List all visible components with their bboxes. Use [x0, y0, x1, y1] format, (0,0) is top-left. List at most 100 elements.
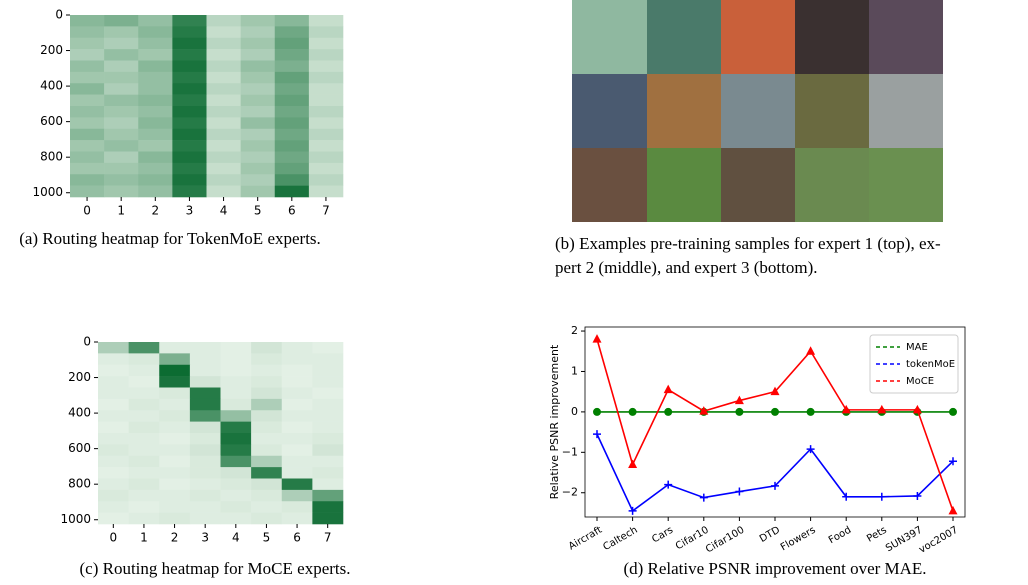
heatmap-cell — [190, 342, 221, 354]
heatmap-cell — [70, 117, 104, 129]
x-tick-label: 1 — [140, 531, 148, 545]
series-line — [597, 434, 953, 511]
heatmap-cell — [221, 353, 252, 365]
x-tick-label: voc2007 — [917, 525, 960, 556]
heatmap-cell — [104, 152, 138, 164]
heatmap-cell — [98, 467, 129, 479]
heatmap-cell — [275, 129, 309, 141]
heatmap-cell — [172, 72, 206, 84]
heatmap-cell — [70, 129, 104, 141]
heatmap-cell — [129, 433, 160, 445]
heatmap-cell — [221, 399, 252, 411]
heatmap-cell — [251, 399, 282, 411]
heatmap-cell — [159, 342, 190, 354]
heatmap-cell — [275, 163, 309, 175]
heatmap-cell — [312, 479, 343, 491]
heatmap-cell — [251, 342, 282, 354]
heatmap-cell — [241, 106, 275, 118]
heatmap-cell — [221, 342, 252, 354]
y-tick-label: 0 — [55, 8, 63, 22]
heatmap-cell — [251, 501, 282, 513]
image — [869, 148, 943, 222]
heatmap-cell — [282, 365, 313, 377]
caption: pert 2 (middle), and expert 3 (bottom). — [555, 258, 817, 277]
heatmap-cell — [221, 365, 252, 377]
heatmap-cell — [241, 15, 275, 27]
x-tick-label: Cars — [650, 525, 675, 546]
heatmap-cell — [98, 422, 129, 434]
heatmap-cell — [251, 467, 282, 479]
heatmap-cell — [159, 444, 190, 456]
x-tick-label: 0 — [83, 204, 91, 218]
heatmap-cell — [282, 433, 313, 445]
heatmap-cell — [221, 388, 252, 400]
point — [878, 493, 886, 501]
heatmap-cell — [138, 72, 172, 84]
heatmap-cell — [98, 444, 129, 456]
heatmap-cell — [251, 490, 282, 502]
heatmap-cell — [251, 479, 282, 491]
heatmap-cell — [190, 467, 221, 479]
x-tick-label: Aircraft — [567, 525, 604, 553]
heatmap-cell — [104, 61, 138, 73]
heatmap-cell — [275, 38, 309, 50]
heatmap-cell — [282, 456, 313, 468]
heatmap-cell — [70, 49, 104, 61]
heatmap-cell — [251, 353, 282, 365]
x-tick-label: DTD — [758, 525, 782, 545]
heatmap-cell — [282, 422, 313, 434]
heatmap-cell — [309, 95, 343, 107]
heatmap-cell — [172, 140, 206, 152]
heatmap-cell — [190, 353, 221, 365]
x-tick-label: Caltech — [601, 525, 639, 553]
heatmap-cell — [207, 49, 241, 61]
heatmap-cell — [309, 106, 343, 118]
heatmap-cell — [309, 186, 343, 198]
heatmap-cell — [275, 186, 309, 198]
heatmap-cell — [159, 501, 190, 513]
caption: (a) Routing heatmap for TokenMoE experts… — [19, 229, 321, 248]
y-tick-label: 600 — [68, 441, 91, 455]
heatmap-cell — [221, 444, 252, 456]
heatmap-cell — [70, 140, 104, 152]
image — [721, 148, 795, 222]
heatmap-cell — [275, 140, 309, 152]
y-tick-label: 1 — [571, 364, 578, 377]
image — [647, 0, 721, 74]
heatmap-cell — [309, 83, 343, 95]
heatmap-cell — [312, 501, 343, 513]
point — [664, 385, 673, 394]
heatmap-cell — [138, 38, 172, 50]
heatmap-cell — [241, 174, 275, 186]
heatmap-cell — [172, 186, 206, 198]
heatmap-cell — [309, 72, 343, 84]
legend-label: MAE — [906, 342, 928, 353]
heatmap-cell — [159, 479, 190, 491]
x-tick-label: 7 — [322, 204, 330, 218]
heatmap-cell — [98, 513, 129, 525]
y-tick-label: 200 — [68, 370, 91, 384]
heatmap-cell — [70, 38, 104, 50]
x-tick-label: 4 — [220, 204, 228, 218]
heatmap-cell — [275, 174, 309, 186]
heatmap-cell — [172, 106, 206, 118]
heatmap-cell — [129, 388, 160, 400]
heatmap-cell — [138, 140, 172, 152]
heatmap-cell — [309, 152, 343, 164]
heatmap-cell — [70, 15, 104, 27]
heatmap-cell — [172, 83, 206, 95]
image — [572, 74, 647, 148]
heatmap-cell — [190, 501, 221, 513]
heatmap-cell — [138, 117, 172, 129]
heatmap-cell — [190, 365, 221, 377]
heatmap-cell — [159, 467, 190, 479]
heatmap-cell — [172, 163, 206, 175]
heatmap-cell — [241, 72, 275, 84]
heatmap-cell — [221, 479, 252, 491]
heatmap-cell — [172, 117, 206, 129]
heatmap-cell — [104, 117, 138, 129]
heatmap-cell — [129, 513, 160, 525]
heatmap-cell — [172, 61, 206, 73]
x-tick-label: 4 — [232, 531, 240, 545]
heatmap-cell — [129, 444, 160, 456]
